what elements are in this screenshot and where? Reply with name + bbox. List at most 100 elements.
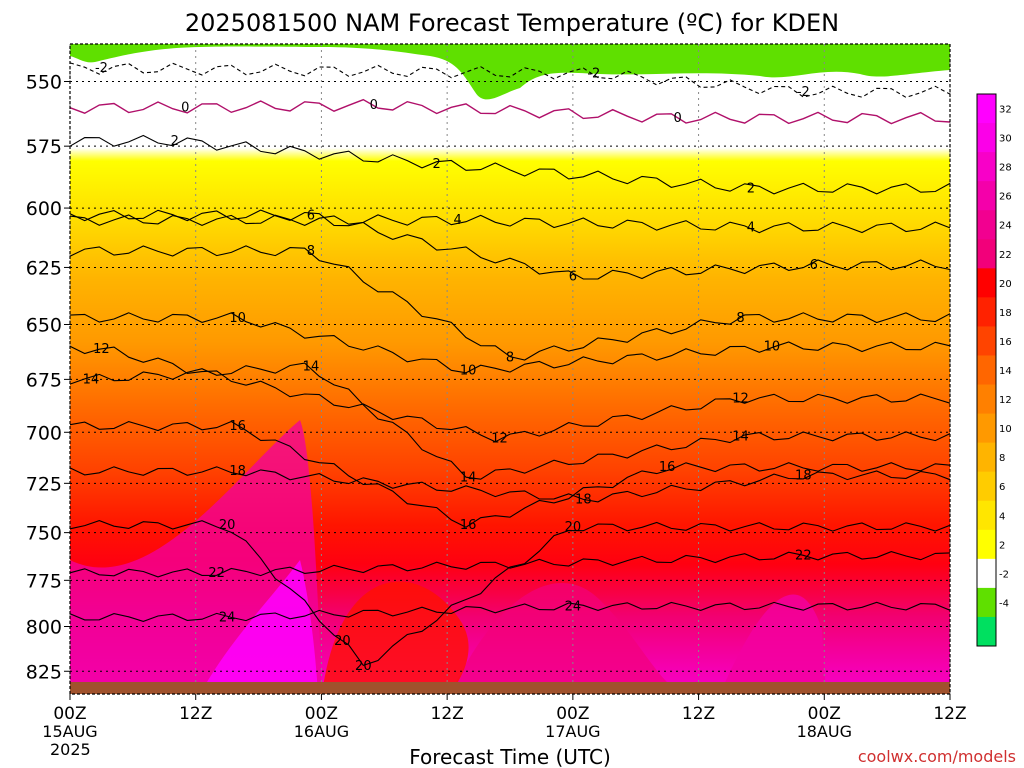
- contour-line-10: [69, 312, 951, 374]
- y-axis: 550 575 600 625 650 675 700 725 750 775 800 825: [26, 72, 70, 683]
- colorbar-label: 22: [999, 250, 1012, 261]
- cool-band-above-surface: [322, 581, 469, 694]
- contour-label: 20: [355, 659, 372, 674]
- contour-label: 0: [181, 101, 189, 116]
- contour-line-6: [69, 209, 951, 280]
- colorbar-label: 26: [999, 192, 1012, 203]
- contour-label: 18: [229, 464, 246, 479]
- contour-label: 16: [229, 419, 246, 434]
- contour-line-16: [69, 420, 951, 528]
- contour-label: 12: [491, 431, 508, 446]
- contour-label: 20: [219, 518, 236, 533]
- y-tick-label: 575: [26, 136, 62, 158]
- colorbar-label: 12: [999, 395, 1012, 406]
- x-tick-label: 00Z: [53, 704, 86, 724]
- x-axis-label: Forecast Time (UTC): [409, 745, 611, 768]
- y-tick-label: 700: [26, 422, 62, 444]
- colorbar-label: 28: [999, 163, 1012, 174]
- x-tick-label: 12Z: [682, 704, 715, 724]
- contour-label: -2: [95, 61, 108, 76]
- colorbar-swatch: [977, 355, 996, 386]
- x-tick-label: 00Z: [808, 704, 841, 724]
- contour-line--2: [69, 62, 951, 98]
- y-tick-label: 825: [26, 661, 62, 683]
- colorbar-swatch: [977, 268, 996, 298]
- warm-dome-day3: [720, 594, 826, 694]
- contour-label: 24: [565, 599, 582, 614]
- x-tick-label: 00Z: [305, 704, 338, 724]
- contour-label: 14: [460, 470, 477, 485]
- contour-label: 22: [208, 566, 225, 581]
- contour-line-2: [69, 134, 951, 195]
- contour-line-12: [69, 345, 951, 443]
- ground-terrain: [70, 682, 950, 694]
- colorbar-swatch: [977, 152, 996, 182]
- colorbar-label: -4: [999, 598, 1009, 609]
- colorbar-swatch: [977, 442, 996, 473]
- contour-line-22: [69, 551, 951, 578]
- x-tick-label: 12Z: [179, 704, 212, 724]
- contour-line-4: [69, 214, 951, 234]
- cold-layer: [70, 44, 950, 100]
- colorbar-swatch: [977, 210, 996, 240]
- contour-label: 20: [565, 520, 582, 535]
- y-tick-label: 725: [26, 473, 62, 495]
- colorbar-swatch: [977, 500, 996, 531]
- warm-dome-day2: [450, 582, 680, 694]
- contour-label: 8: [307, 244, 315, 259]
- colorbar-label: -2: [999, 569, 1009, 580]
- contour-label: 20: [334, 634, 351, 649]
- contour-label: 10: [764, 340, 781, 355]
- contour-label: 8: [506, 351, 514, 366]
- x-tick-label: 12Z: [933, 704, 966, 724]
- x-tick-date: 18AUG: [797, 722, 852, 741]
- contour-label: 8: [736, 311, 744, 326]
- plot-border: [69, 43, 951, 695]
- x-tick-date: 15AUG: [42, 722, 97, 741]
- contour-label: 16: [659, 460, 676, 475]
- contour-line-14: [69, 362, 951, 480]
- colorbar-label: 32: [999, 105, 1012, 116]
- y-tick-label: 550: [26, 72, 62, 94]
- contour-label: 12: [93, 342, 110, 357]
- contour-label: 6: [307, 208, 315, 223]
- y-tick-label: 775: [26, 570, 62, 592]
- colorbar-label: 4: [999, 511, 1005, 522]
- colorbar-swatch: [977, 529, 996, 560]
- contour-label: 2: [747, 182, 755, 197]
- contour-label: 18: [795, 468, 812, 483]
- contour-label: -2: [797, 85, 810, 100]
- colorbar-label: 6: [999, 482, 1005, 493]
- y-tick-label: 750: [26, 523, 62, 545]
- colorbar-border: [976, 93, 997, 647]
- colorbar-swatch: [977, 384, 996, 415]
- y-tick-label: 675: [26, 369, 62, 391]
- contour-label: 0: [370, 98, 378, 113]
- contour-line-18: [69, 466, 951, 503]
- colorbar-swatch: [977, 239, 996, 269]
- x-tick-date: 16AUG: [294, 722, 349, 741]
- contour-line-0: [69, 98, 951, 125]
- colorbar-swatch: [977, 413, 996, 444]
- colorbar-label: 24: [999, 221, 1012, 232]
- contour-label: 14: [303, 359, 320, 374]
- colorbar-swatch: [977, 326, 996, 356]
- colorbar-swatch: [977, 123, 996, 153]
- contour-line-24: [69, 601, 951, 622]
- y-tick-label: 800: [26, 617, 62, 639]
- colorbar-label: 16: [999, 337, 1012, 348]
- contour-label: 14: [83, 372, 100, 387]
- colorbar-label: 18: [999, 308, 1012, 319]
- contour-label: 14: [732, 429, 749, 444]
- contour-label: 2: [433, 157, 441, 172]
- contour-label: 0: [673, 111, 681, 126]
- contour-label: 16: [460, 518, 477, 533]
- colorbar-swatch: [977, 587, 996, 618]
- watermark: coolwx.com/models: [858, 747, 1016, 766]
- colorbar-swatch: [977, 297, 996, 327]
- warm-dome-day1-core: [200, 560, 318, 694]
- contour-label: 6: [810, 258, 818, 273]
